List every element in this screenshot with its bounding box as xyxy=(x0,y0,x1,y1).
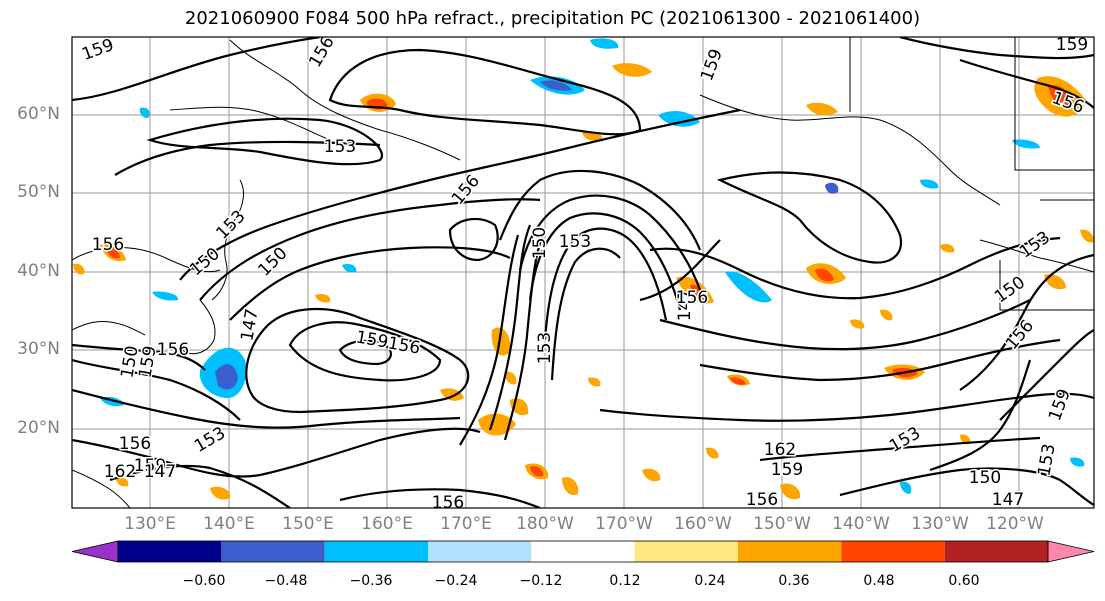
colorbar-tick-label: 0.12 xyxy=(609,573,641,589)
lon-label-130e: 130°E xyxy=(124,514,176,534)
contour-label: 153 xyxy=(559,232,591,252)
lat-label-30n: 30°N xyxy=(17,339,60,359)
contour-label: 153 xyxy=(1034,442,1059,477)
lat-label-50n: 50°N xyxy=(17,182,60,202)
colorbar-tick-label: 0.60 xyxy=(948,573,980,589)
colorbar-tick-label: 0.36 xyxy=(778,573,810,589)
contour-label: 156 xyxy=(386,333,421,358)
colorbar-tick-label: −0.24 xyxy=(434,573,478,589)
contour-label: 156 xyxy=(119,434,151,454)
contour-label: 156 xyxy=(746,490,778,510)
refractivity-contours xyxy=(72,37,1094,508)
contour-label: 153 xyxy=(535,332,555,364)
lon-label-130w: 130°W xyxy=(911,514,969,534)
lon-label-180w: 180°W xyxy=(516,514,574,534)
contour-label: 159 xyxy=(1056,35,1088,55)
lon-label-120w: 120°W xyxy=(986,514,1044,534)
lon-label-170w: 170°W xyxy=(595,514,653,534)
contour-label: 156 xyxy=(92,235,124,255)
contour-label: 153 xyxy=(324,137,356,157)
coastlines xyxy=(72,37,1094,508)
contour-label: 150 xyxy=(530,227,550,259)
contour-label: 156 xyxy=(157,340,189,360)
colorbar-tick-label: 0.24 xyxy=(694,573,726,589)
contour-label: 156 xyxy=(432,493,464,513)
colorbar-tick-label: −0.12 xyxy=(519,573,563,589)
lon-label-150w: 150°W xyxy=(753,514,811,534)
graticule xyxy=(72,37,1094,508)
lat-label-20n: 20°N xyxy=(17,418,60,438)
contour-label: 162 xyxy=(104,462,136,482)
contour-label: 147 xyxy=(992,490,1024,510)
contour-label: 159 xyxy=(771,460,803,480)
lat-label-40n: 40°N xyxy=(17,261,60,281)
contour-label: 159 xyxy=(134,456,166,476)
lon-label-140w: 140°W xyxy=(832,514,890,534)
lat-label-60n: 60°N xyxy=(17,104,60,124)
lon-label-140e: 140°E xyxy=(203,514,255,534)
colorbar-tick-label: −0.60 xyxy=(182,573,226,589)
colorbar-tick-label: −0.48 xyxy=(264,573,308,589)
colorbar-tick-label: 0.48 xyxy=(863,573,895,589)
contour-label: 150 xyxy=(969,468,1001,488)
contour-label: 147 xyxy=(144,462,176,482)
contour-label: 147 xyxy=(675,289,695,321)
contour-label: 156 xyxy=(676,288,708,308)
lon-label-150e: 150°E xyxy=(282,514,334,534)
map-frame-border xyxy=(71,36,1095,509)
contour-label: 162 xyxy=(764,440,796,460)
colorbar-tick-label: −0.36 xyxy=(349,573,393,589)
map-title: 2021060900 F084 500 hPa refract., precip… xyxy=(184,8,921,29)
lon-label-160w: 160°W xyxy=(674,514,732,534)
lon-label-170e: 170°E xyxy=(440,514,492,534)
precipitation-shading xyxy=(73,38,1094,500)
lon-label-160e: 160°E xyxy=(361,514,413,534)
